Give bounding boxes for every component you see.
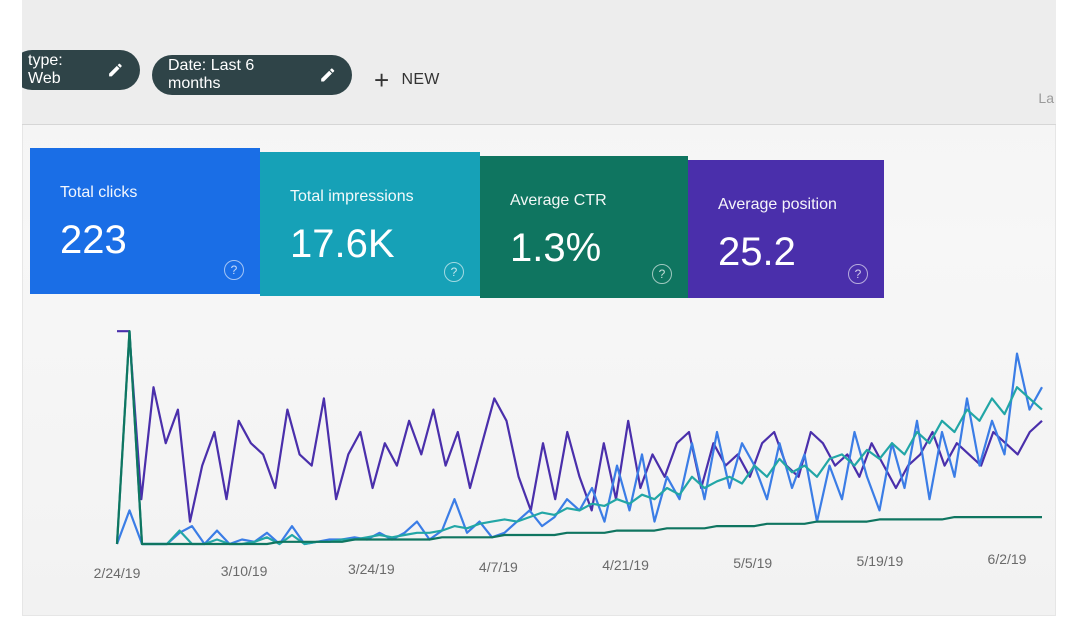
metric-card-total-clicks[interactable]: Total clicks 223 ? [30, 148, 260, 294]
x-tick-label: 5/19/19 [857, 553, 904, 569]
metric-card-average-position[interactable]: Average position 25.2 ? [688, 160, 884, 298]
series-layer [115, 330, 1043, 546]
metric-value: 25.2 [718, 230, 796, 274]
pencil-icon [320, 68, 334, 82]
series-line-0 [117, 330, 1043, 523]
help-icon[interactable]: ? [652, 264, 672, 284]
filter-chip-label: type: Web [28, 52, 63, 87]
screen: type: Web Date: Last 6 months + NEW La T… [22, 0, 1056, 616]
metric-value: 1.3% [510, 226, 602, 270]
help-icon[interactable]: ? [444, 262, 464, 282]
x-tick-layer: 2/24/19 3/10/19 3/24/19 4/7/19 4/21/19 5/5/19… [94, 551, 1027, 581]
new-filter-label: NEW [401, 71, 440, 88]
x-tick-label: 6/2/19 [988, 551, 1027, 567]
filter-chip-search-type[interactable]: type: Web [22, 50, 140, 90]
x-tick-label: 4/7/19 [479, 559, 518, 575]
series-line-3 [115, 330, 1042, 546]
metric-value: 223 [60, 218, 127, 262]
metric-label: Average CTR [510, 192, 607, 209]
metric-card-total-impressions[interactable]: Total impressions 17.6K ? [260, 152, 480, 296]
cut-off-text: La [1038, 90, 1054, 106]
metric-label: Total impressions [290, 188, 414, 205]
new-filter-button[interactable]: + NEW [374, 62, 440, 98]
help-icon[interactable]: ? [848, 264, 868, 284]
x-tick-label: 5/5/19 [733, 555, 772, 571]
pencil-icon [109, 63, 122, 77]
x-tick-label: 4/21/19 [602, 557, 649, 573]
metric-value: 17.6K [290, 222, 395, 266]
filter-bar: type: Web Date: Last 6 months + NEW La [22, 0, 1056, 125]
metric-label: Total clicks [60, 184, 138, 201]
series-line-2 [115, 330, 1043, 546]
filter-chip-date[interactable]: Date: Last 6 months [152, 55, 352, 95]
plus-icon: + [374, 65, 390, 95]
x-tick-label: 2/24/19 [94, 565, 141, 581]
x-tick-label: 3/10/19 [221, 563, 268, 579]
metric-label: Average position [718, 196, 837, 213]
metric-card-average-ctr[interactable]: Average CTR 1.3% ? [480, 156, 688, 298]
x-tick-label: 3/24/19 [348, 561, 395, 577]
help-icon[interactable]: ? [224, 260, 244, 280]
performance-line-chart: 2/24/19 3/10/19 3/24/19 4/7/19 4/21/19 5/5/19… [94, 330, 1043, 581]
filter-chip-label: Date: Last 6 months [168, 57, 255, 92]
